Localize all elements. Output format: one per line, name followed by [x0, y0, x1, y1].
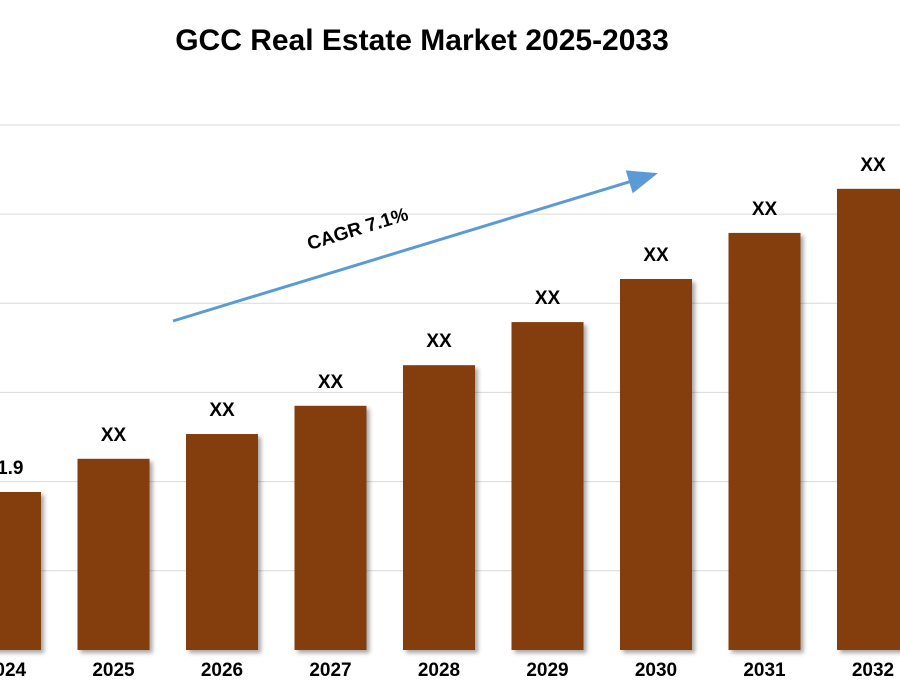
data-label: XX: [101, 425, 127, 446]
bar: [620, 279, 692, 650]
data-label: XX: [860, 155, 886, 176]
bar: [186, 434, 258, 650]
bar: [403, 365, 475, 650]
x-tick-label: 2024: [0, 660, 27, 681]
data-label: XX: [535, 288, 561, 309]
x-tick-label: 2025: [92, 660, 135, 681]
data-label: XX: [643, 245, 669, 266]
bar: [837, 188, 900, 650]
data-label: 31.9: [0, 458, 23, 479]
chart-title: GCC Real Estate Market 2025-2033: [175, 24, 669, 57]
data-label: XX: [426, 331, 452, 352]
data-label: XX: [209, 400, 235, 421]
data-label: XX: [752, 199, 778, 220]
x-tick-label: 2027: [309, 660, 351, 681]
cagr-arrow: [172, 170, 658, 323]
bar: [728, 232, 801, 651]
x-tick-label: 2030: [635, 660, 677, 681]
bar: [294, 405, 367, 650]
cagr-label: CAGR 7.1%: [305, 204, 411, 255]
x-tick-label: 2029: [526, 660, 568, 681]
bar: [511, 322, 584, 650]
x-tick-label: 2032: [852, 660, 894, 681]
bar: [0, 491, 41, 650]
x-tick-label: 2031: [743, 660, 786, 681]
x-tick-label: 2028: [418, 660, 460, 681]
bar: [77, 458, 150, 650]
data-label: XX: [318, 372, 344, 393]
x-tick-label: 2026: [201, 660, 243, 681]
